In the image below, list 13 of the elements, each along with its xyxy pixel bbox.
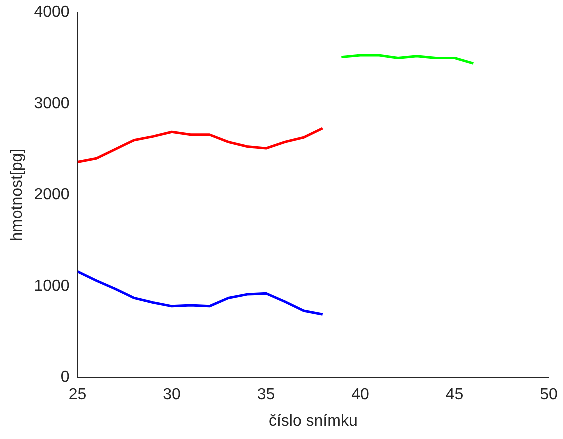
x-axis-title: číslo snímku <box>268 412 358 430</box>
y-tick-label: 3000 <box>34 95 70 112</box>
x-tick-label: 25 <box>68 386 87 404</box>
x-tick-label: 30 <box>163 386 182 404</box>
y-tick-label: 4000 <box>34 4 70 22</box>
y-tick-label: 2000 <box>34 186 70 204</box>
x-tick-label: 35 <box>257 386 276 404</box>
x-tick-label: 50 <box>540 386 558 404</box>
y-axis-title: hmotnost[pg] <box>9 148 26 242</box>
x-tick-label: 40 <box>352 386 370 404</box>
x-tick-label: 45 <box>446 386 464 404</box>
y-tick-label: 0 <box>60 369 70 386</box>
y-tick-label: 1000 <box>34 278 70 295</box>
